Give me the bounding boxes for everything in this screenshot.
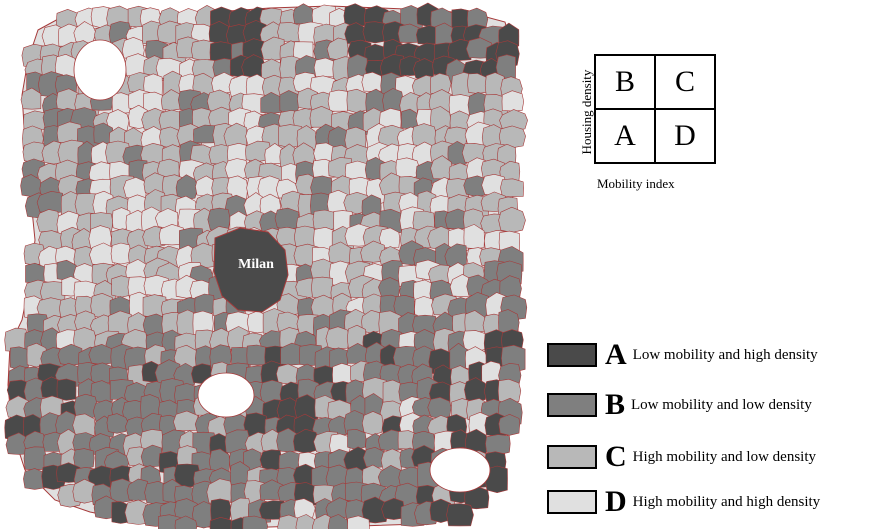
legend-item-a: A Low mobility and high density	[547, 340, 818, 370]
municipality-cell	[89, 242, 117, 267]
municipality-cell	[361, 411, 384, 436]
municipality-cell	[463, 224, 485, 250]
municipality-cell	[498, 125, 526, 149]
municipality-cell	[361, 71, 383, 92]
municipality-cell	[327, 89, 350, 112]
municipality-cell	[498, 206, 526, 233]
municipality-cell	[73, 448, 95, 471]
municipality-cell	[209, 516, 234, 529]
choropleth-map: Milan	[4, 2, 528, 529]
municipality-cell	[143, 91, 168, 112]
municipality-cell	[325, 326, 351, 350]
legend-letter-b: B	[605, 388, 626, 421]
municipality-cell	[293, 498, 316, 520]
municipality-cell	[25, 262, 46, 284]
municipality-cell	[311, 276, 333, 299]
quadrant-x-axis-label: Mobility index	[597, 176, 675, 191]
municipality-cell	[497, 378, 522, 404]
municipality-cell	[464, 428, 489, 455]
municipality-cell	[498, 413, 521, 436]
legend-text-d: High mobility and high density	[632, 493, 821, 510]
municipality-cell	[447, 140, 469, 165]
map-svg	[4, 2, 528, 529]
quadrant-cell-b: B	[594, 54, 655, 109]
legend-swatch-a	[547, 343, 597, 367]
municipality-cell	[36, 209, 60, 233]
municipality-cell	[23, 468, 47, 490]
municipality-cell	[277, 514, 302, 529]
municipality-cell	[159, 126, 182, 149]
municipality-cell	[72, 413, 96, 438]
legend-item-d: D High mobility and high density	[547, 487, 820, 517]
municipality-cell	[90, 380, 115, 403]
municipality-cell	[447, 38, 472, 61]
municipality-cell	[279, 90, 301, 114]
municipality-cell	[427, 396, 452, 420]
legend-item-c: C High mobility and low density	[547, 442, 816, 472]
municipality-cell	[9, 346, 32, 370]
municipality-cell	[485, 434, 511, 456]
municipality-cell	[484, 465, 508, 494]
municipality-cell	[501, 90, 525, 112]
legend-letter-d: D	[605, 485, 627, 518]
municipality-cell	[327, 514, 349, 529]
legend-swatch-d	[547, 490, 597, 514]
city-label-milan: Milan	[238, 257, 274, 272]
municipality-cell	[22, 141, 47, 163]
municipality-cell	[111, 92, 132, 114]
quadrant-key: B C A D	[594, 54, 716, 164]
unmapped-area	[429, 447, 491, 493]
legend-swatch-c	[547, 445, 597, 469]
quadrant-cell-c: C	[655, 54, 716, 109]
municipality-cell	[361, 496, 389, 524]
municipality-cell	[242, 515, 269, 529]
municipality-cell	[393, 294, 415, 317]
municipality-cell	[378, 227, 401, 249]
municipality-cell	[500, 178, 524, 197]
legend-text-b: Low mobility and low density	[631, 396, 812, 413]
milan-area	[213, 227, 289, 313]
municipality-cell	[175, 174, 199, 201]
legend-item-b: B Low mobility and low density	[547, 390, 812, 420]
municipality-cell	[347, 515, 370, 529]
municipality-cell	[464, 377, 488, 402]
unmapped-area	[73, 39, 127, 101]
legend-letter-a: A	[605, 338, 627, 371]
quadrant-cell-a: A	[594, 109, 655, 164]
municipality-cell	[377, 429, 403, 452]
legend-swatch-b	[547, 393, 597, 417]
legend-text-a: Low mobility and high density	[632, 346, 818, 363]
municipality-cell	[499, 109, 528, 131]
quadrant-cell-d: D	[655, 109, 716, 164]
municipality-cell	[23, 446, 48, 471]
municipality-cell	[206, 478, 233, 506]
municipality-cell	[294, 394, 319, 422]
municipality-cell	[347, 428, 367, 451]
municipality-cell	[295, 514, 319, 529]
municipality-cell	[56, 378, 77, 401]
municipality-cell	[446, 503, 474, 527]
quadrant-y-axis-label: Housing density	[579, 69, 594, 155]
legend-letter-c: C	[605, 440, 627, 473]
municipality-cell	[109, 478, 134, 503]
legend-text-c: High mobility and low density	[632, 448, 816, 465]
municipality-cell	[106, 413, 129, 434]
unmapped-area	[197, 372, 255, 418]
municipality-cell	[110, 242, 132, 265]
municipality-cell	[246, 344, 267, 366]
municipality-cell	[274, 207, 300, 231]
municipality-cell	[20, 87, 42, 110]
municipality-cell	[495, 54, 516, 79]
municipality-cell	[464, 485, 490, 510]
municipality-cell	[106, 109, 130, 132]
